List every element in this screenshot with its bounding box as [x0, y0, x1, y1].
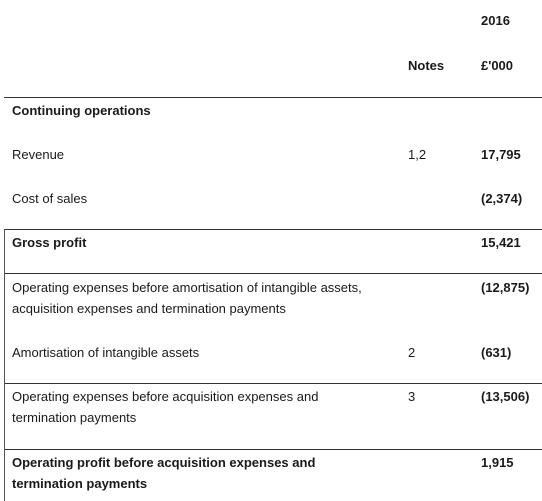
- row-label: Operating expenses before amortisation o…: [12, 280, 362, 316]
- row-value: (12,875): [481, 280, 530, 295]
- unit-header: £'000: [481, 58, 514, 73]
- gross-profit-top-rule: [4, 229, 542, 230]
- row-note: 1,2: [408, 147, 427, 162]
- row-value: (13,506): [481, 389, 530, 404]
- row-label: Operating expenses before acquisition ex…: [12, 389, 319, 425]
- row-label: Cost of sales: [12, 191, 88, 206]
- row-value: (631): [481, 345, 512, 360]
- row-label: Revenue: [12, 147, 65, 162]
- row-value: 1,915: [481, 455, 514, 470]
- row-note: 3: [408, 389, 416, 404]
- row-label: Continuing operations: [12, 103, 151, 118]
- row-label: Gross profit: [12, 235, 87, 250]
- row-note: 2: [408, 345, 416, 360]
- row-value: 17,795: [481, 147, 521, 162]
- operating-profit-left-border: [4, 449, 5, 501]
- opex-subtotal-rule: [4, 383, 542, 384]
- year-header: 2016: [481, 13, 510, 28]
- opex-subtotal-left-border: [4, 383, 5, 449]
- gross-profit-left-border: [4, 229, 5, 273]
- opex-top-rule: [4, 273, 542, 274]
- notes-header: Notes: [408, 58, 445, 73]
- operating-profit-top-rule: [4, 449, 542, 450]
- header-divider: [4, 97, 542, 98]
- opex-left-border: [4, 273, 5, 383]
- row-label: Operating profit before acquisition expe…: [12, 455, 316, 491]
- row-value: (2,374): [481, 191, 523, 206]
- row-label: Amortisation of intangible assets: [12, 345, 200, 360]
- row-value: 15,421: [481, 235, 521, 250]
